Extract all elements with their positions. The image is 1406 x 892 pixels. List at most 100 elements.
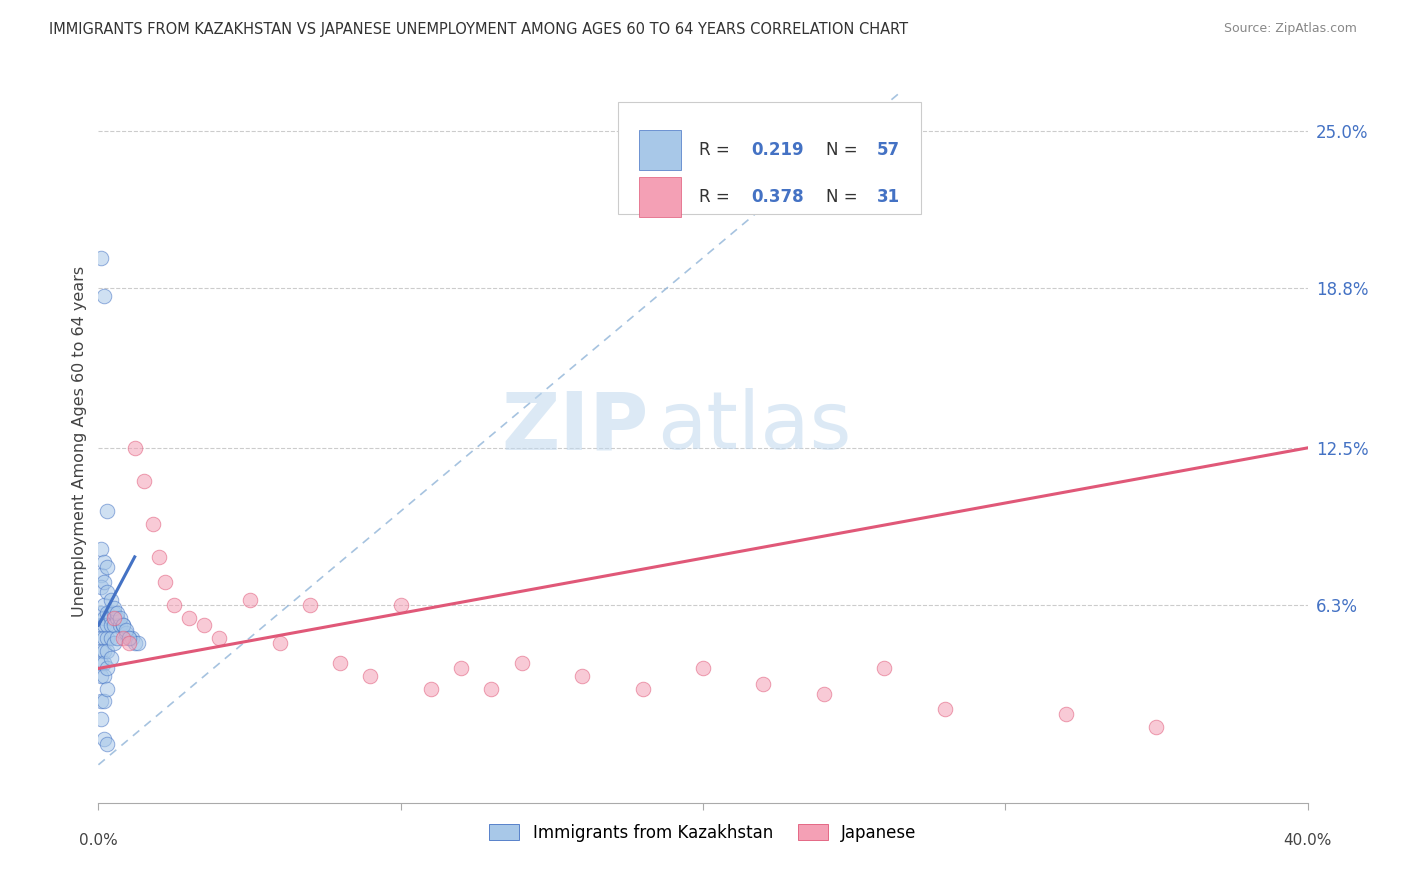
Point <box>118 631 141 645</box>
Y-axis label: Unemployment Among Ages 60 to 64 years: Unemployment Among Ages 60 to 64 years <box>72 266 87 617</box>
Text: N =: N = <box>827 188 863 206</box>
Point <box>118 636 141 650</box>
Point <box>114 626 136 640</box>
Point <box>93 694 115 708</box>
Point <box>90 712 112 726</box>
Point <box>90 694 112 708</box>
Point <box>96 738 118 752</box>
Point <box>93 575 115 590</box>
Point <box>114 624 136 638</box>
Point <box>118 631 141 645</box>
Point <box>93 631 115 645</box>
Bar <box>638 178 682 217</box>
Point <box>752 676 775 690</box>
Text: ZIP: ZIP <box>502 388 648 467</box>
Point <box>90 580 112 594</box>
Point <box>96 504 118 518</box>
Text: 0.0%: 0.0% <box>79 833 118 848</box>
Point <box>105 611 128 625</box>
Point <box>90 631 112 645</box>
Text: Source: ZipAtlas.com: Source: ZipAtlas.com <box>1223 22 1357 36</box>
Point <box>481 681 503 696</box>
Point <box>132 474 155 488</box>
Text: R =: R = <box>699 188 735 206</box>
Point <box>692 661 714 675</box>
Point <box>105 606 128 620</box>
Point <box>510 657 533 671</box>
Point <box>103 600 125 615</box>
Point <box>100 611 122 625</box>
Point <box>103 611 125 625</box>
Bar <box>638 130 682 170</box>
Point <box>239 593 262 607</box>
Point <box>93 289 115 303</box>
Point <box>90 669 112 683</box>
Point <box>93 669 115 683</box>
Point <box>142 516 165 531</box>
Point <box>103 606 125 620</box>
Point <box>121 631 143 645</box>
Point <box>873 661 896 675</box>
Point <box>100 631 122 645</box>
Point <box>96 681 118 696</box>
Point <box>93 598 115 612</box>
Point <box>100 618 122 632</box>
Point <box>90 618 112 632</box>
Point <box>111 618 134 632</box>
Point <box>90 643 112 657</box>
Point <box>93 643 115 657</box>
FancyBboxPatch shape <box>619 102 921 214</box>
Point <box>127 636 149 650</box>
Point <box>360 669 382 683</box>
Point <box>148 549 170 564</box>
Point <box>631 681 654 696</box>
Point <box>100 651 122 665</box>
Point <box>96 585 118 599</box>
Point <box>96 560 118 574</box>
Point <box>934 702 956 716</box>
Point <box>111 631 134 645</box>
Text: atlas: atlas <box>657 388 852 467</box>
Point <box>389 598 412 612</box>
Point <box>450 661 472 675</box>
Point <box>90 657 112 671</box>
Text: 0.219: 0.219 <box>751 141 804 159</box>
Point <box>96 643 118 657</box>
Text: 31: 31 <box>877 188 900 206</box>
Point <box>90 606 112 620</box>
Text: 40.0%: 40.0% <box>1284 833 1331 848</box>
Point <box>93 657 115 671</box>
Point <box>1144 720 1167 734</box>
Point <box>93 732 115 747</box>
Legend: Immigrants from Kazakhstan, Japanese: Immigrants from Kazakhstan, Japanese <box>482 817 924 848</box>
Point <box>103 618 125 632</box>
Point <box>96 661 118 675</box>
Point <box>103 636 125 650</box>
Point <box>179 611 201 625</box>
Point <box>299 598 322 612</box>
Point <box>108 611 131 625</box>
Point <box>111 618 134 632</box>
Point <box>96 631 118 645</box>
Text: IMMIGRANTS FROM KAZAKHSTAN VS JAPANESE UNEMPLOYMENT AMONG AGES 60 TO 64 YEARS CO: IMMIGRANTS FROM KAZAKHSTAN VS JAPANESE U… <box>49 22 908 37</box>
Point <box>420 681 443 696</box>
Point <box>193 618 215 632</box>
Point <box>329 657 352 671</box>
Point <box>90 542 112 557</box>
Point <box>93 618 115 632</box>
Point <box>93 611 115 625</box>
Point <box>208 631 231 645</box>
Point <box>105 631 128 645</box>
Point <box>108 618 131 632</box>
Point <box>96 618 118 632</box>
Point <box>124 441 146 455</box>
Text: R =: R = <box>699 141 735 159</box>
Point <box>96 606 118 620</box>
Point <box>269 636 291 650</box>
Text: 57: 57 <box>877 141 900 159</box>
Text: 0.378: 0.378 <box>751 188 804 206</box>
Point <box>90 567 112 582</box>
Point <box>93 555 115 569</box>
Point <box>163 598 186 612</box>
Point <box>571 669 593 683</box>
